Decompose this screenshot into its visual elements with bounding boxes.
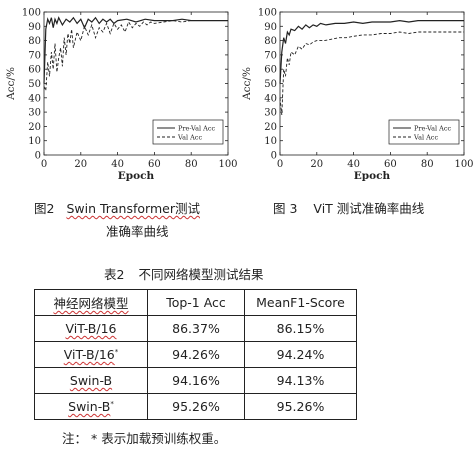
table-row: Swin-B* 95.26% 95.26% bbox=[34, 393, 357, 420]
model-name: ViT-B/16 bbox=[65, 321, 117, 336]
val-acc-line bbox=[279, 31, 464, 116]
y-tick-label: 10 bbox=[264, 136, 277, 147]
table-title: 表2 不同网络模型测试结果 bbox=[104, 264, 263, 283]
x-tick-label: 40 bbox=[111, 159, 124, 170]
y-axis-label: Acc/% bbox=[5, 67, 17, 101]
legend-label: Val Acc bbox=[177, 134, 202, 142]
y-tick-label: 80 bbox=[264, 36, 277, 47]
x-tick-label: 100 bbox=[454, 159, 473, 170]
swin-accuracy-chart: 0 10 20 30 40 50 60 70 80 90 100 0 20 40 60 80 100 Epoch A… bbox=[5, 8, 238, 183]
top1-value: 94.26% bbox=[147, 341, 245, 368]
y-tick-label: 0 bbox=[35, 151, 41, 162]
x-tick-label: 60 bbox=[148, 159, 161, 170]
table-note: 注： * 表示加载预训练权重。 bbox=[62, 431, 227, 446]
y-tick-label: 100 bbox=[258, 8, 277, 19]
x-tick-label: 80 bbox=[185, 159, 198, 170]
figure-2-number: 图2 bbox=[34, 201, 55, 216]
pre-val-acc-line bbox=[43, 16, 228, 84]
y-tick-label: 40 bbox=[28, 93, 41, 104]
legend-label: Pre-Val Acc bbox=[178, 125, 216, 133]
y-tick-label: 30 bbox=[264, 108, 277, 119]
header-top1: Top-1 Acc bbox=[147, 289, 245, 316]
top1-value: 86.37% bbox=[147, 315, 245, 342]
x-tick-label: 0 bbox=[277, 159, 283, 170]
y-tick-label: 50 bbox=[264, 79, 277, 90]
table-row: ViT-B/16* 94.26% 94.24% bbox=[34, 341, 357, 368]
header-f1: MeanF1-Score bbox=[244, 289, 357, 316]
y-axis-label: Acc/% bbox=[241, 67, 253, 101]
y-tick-label: 60 bbox=[264, 65, 277, 76]
table-header-row: 神经网络模型 Top-1 Acc MeanF1-Score bbox=[34, 289, 357, 316]
y-tick-label: 50 bbox=[28, 79, 41, 90]
x-tick-label: 20 bbox=[310, 159, 323, 170]
model-name: Swin-B bbox=[69, 373, 113, 388]
table-number: 表2 bbox=[104, 267, 125, 282]
table-row: Swin-B 94.16% 94.13% bbox=[34, 367, 357, 394]
y-tick-label: 20 bbox=[264, 122, 277, 133]
figure-2-caption-line2: 准确率曲线 bbox=[106, 224, 169, 239]
f1-value: 86.15% bbox=[244, 315, 357, 342]
legend-box bbox=[152, 119, 224, 145]
header-model: 神经网络模型 bbox=[34, 289, 148, 316]
pre-val-acc-line bbox=[279, 19, 464, 84]
pretrained-mark: * bbox=[110, 399, 114, 408]
f1-value: 95.26% bbox=[244, 393, 357, 420]
x-tick-label: 80 bbox=[421, 159, 434, 170]
y-tick-label: 0 bbox=[271, 151, 277, 162]
y-tick-label: 70 bbox=[264, 50, 277, 61]
x-tick-label: 40 bbox=[347, 159, 360, 170]
y-tick-label: 80 bbox=[28, 36, 41, 47]
val-acc-line bbox=[43, 20, 228, 91]
pretrained-mark: * bbox=[114, 347, 119, 356]
f1-value: 94.24% bbox=[244, 341, 357, 368]
figure-3-caption: 图 3 ViT 测试准确率曲线 bbox=[273, 198, 424, 217]
x-axis-label: Epoch bbox=[354, 170, 391, 182]
y-tick-label: 100 bbox=[22, 8, 41, 19]
results-table: 神经网络模型 Top-1 Acc MeanF1-Score ViT-B/16 8… bbox=[34, 289, 357, 420]
figure-3-number: 图 3 bbox=[273, 201, 298, 216]
x-tick-label: 60 bbox=[384, 159, 397, 170]
x-tick-label: 20 bbox=[74, 159, 87, 170]
vit-accuracy-chart: 0 10 20 30 40 50 60 70 80 90 100 0 20 40 60 80 100 Epoch A… bbox=[241, 8, 474, 183]
legend-label: Pre-Val Acc bbox=[414, 125, 452, 133]
y-tick-label: 30 bbox=[28, 108, 41, 119]
legend-label: Val Acc bbox=[413, 134, 438, 142]
model-name: ViT-B/16 bbox=[63, 347, 115, 362]
top1-value: 94.16% bbox=[147, 367, 245, 394]
y-tick-label: 20 bbox=[28, 122, 41, 133]
y-tick-label: 70 bbox=[28, 50, 41, 61]
y-tick-label: 90 bbox=[28, 22, 41, 33]
table-row: ViT-B/16 86.37% 86.15% bbox=[34, 315, 357, 342]
f1-value: 94.13% bbox=[244, 367, 357, 394]
y-tick-label: 10 bbox=[28, 136, 41, 147]
x-tick-label: 0 bbox=[41, 159, 47, 170]
figure-2-caption: 图2 Swin Transformer测试 bbox=[34, 198, 200, 217]
y-tick-label: 40 bbox=[264, 93, 277, 104]
figure-2-caption-line1: Swin Transformer测试 bbox=[66, 201, 200, 216]
y-tick-label: 60 bbox=[28, 65, 41, 76]
y-tick-label: 90 bbox=[264, 22, 277, 33]
legend-box bbox=[388, 119, 460, 145]
top1-value: 95.26% bbox=[147, 393, 245, 420]
table-title-text: 不同网络模型测试结果 bbox=[138, 267, 264, 282]
x-axis-label: Epoch bbox=[118, 170, 155, 182]
x-tick-label: 100 bbox=[218, 159, 237, 170]
model-name: Swin-B bbox=[68, 399, 111, 414]
figure-3-caption-text: ViT 测试准确率曲线 bbox=[313, 201, 425, 216]
